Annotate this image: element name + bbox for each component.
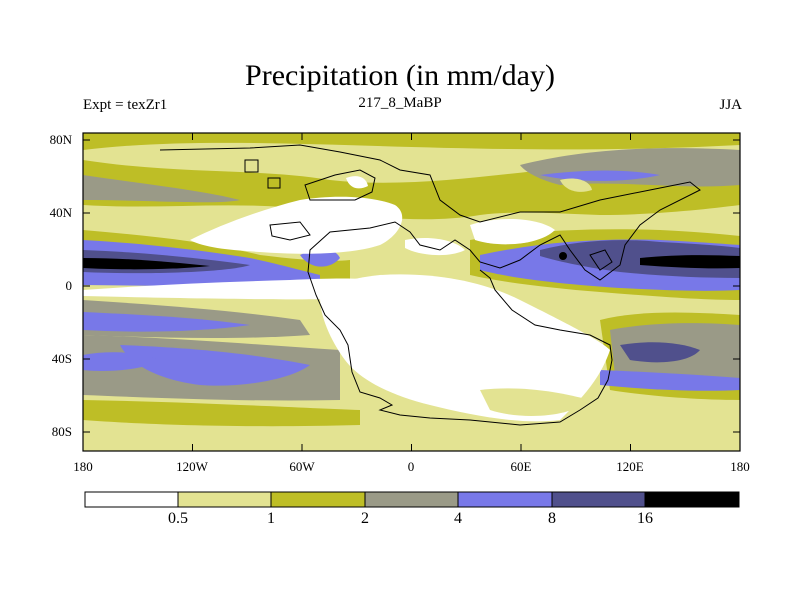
colorbar — [84, 491, 740, 508]
colorbar-bin-1 — [84, 491, 179, 508]
x-tick-label: 120W — [176, 459, 208, 474]
colorbar-label: 4 — [454, 510, 462, 527]
x-tick-label: 180 — [730, 459, 750, 474]
colorbar-label: 0.5 — [168, 510, 188, 527]
y-tick-label: 40S — [51, 351, 72, 366]
y-tick-label: 0 — [65, 278, 73, 293]
colorbar-bin-4 — [364, 491, 459, 508]
x-tick-label: 60W — [289, 459, 315, 474]
colorbar-bin-6 — [551, 491, 646, 508]
precip-field — [83, 133, 740, 451]
y-tick-label: 80S — [51, 424, 72, 439]
y-tick-label: 40N — [49, 205, 72, 220]
x-tick-label: 0 — [407, 459, 415, 474]
colorbar-bin-3 — [270, 491, 366, 508]
x-tick-label: 120E — [616, 459, 644, 474]
season-label: JJA — [719, 97, 742, 113]
colorbar-label: 1 — [267, 510, 275, 527]
colorbar-label: 16 — [637, 510, 653, 527]
y-tick-label: 80N — [49, 132, 72, 147]
map-title: Precipitation (in mm/day) — [245, 59, 555, 92]
colorbar-bin-5 — [457, 491, 553, 508]
tick-marks — [82, 133, 741, 451]
x-tick-label: 180 — [73, 459, 93, 474]
x-tick-label: 60E — [510, 459, 532, 474]
colorbar-bin-2 — [177, 491, 272, 508]
colorbar-label: 2 — [361, 510, 369, 527]
colorbar-label: 8 — [548, 510, 556, 527]
colorbar-bin-7 — [644, 491, 740, 508]
experiment-label: Expt = texZr1 — [83, 97, 168, 113]
period-label: 217_8_MaBP — [358, 95, 442, 111]
